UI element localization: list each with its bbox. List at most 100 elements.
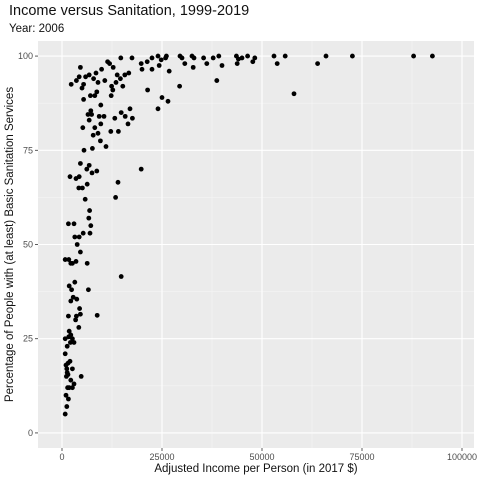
data-point xyxy=(86,117,92,123)
data-point xyxy=(78,373,84,379)
data-point xyxy=(74,242,80,247)
data-point xyxy=(120,83,126,89)
data-point xyxy=(87,208,92,213)
y-tick-label: 50 xyxy=(23,240,33,250)
data-point xyxy=(315,61,320,67)
data-point xyxy=(84,181,90,187)
data-point xyxy=(99,66,104,72)
data-point xyxy=(164,53,169,59)
data-point xyxy=(216,53,222,59)
data-point xyxy=(411,53,416,59)
data-point xyxy=(190,64,196,70)
x-axis-title: Adjusted Income per Person (in 2017 $) xyxy=(154,463,357,475)
chart-subtitle: Year: 2006 xyxy=(9,23,65,35)
data-point xyxy=(72,234,78,240)
data-point xyxy=(74,313,79,319)
data-point xyxy=(76,234,82,240)
data-point xyxy=(70,366,75,372)
data-point xyxy=(94,312,100,318)
data-point xyxy=(68,298,74,304)
data-point xyxy=(86,215,92,221)
data-point xyxy=(118,110,124,116)
data-point xyxy=(78,161,83,166)
data-point xyxy=(113,80,119,85)
data-point xyxy=(66,283,72,289)
data-point xyxy=(138,166,144,172)
data-point xyxy=(65,372,71,377)
data-point xyxy=(252,55,258,61)
data-point xyxy=(126,70,132,76)
data-point xyxy=(81,147,87,153)
data-point xyxy=(210,55,216,61)
data-point xyxy=(115,179,121,185)
data-point xyxy=(78,64,83,70)
data-point xyxy=(94,89,100,95)
data-point xyxy=(76,185,82,191)
data-point xyxy=(89,170,95,176)
data-point xyxy=(219,63,225,68)
data-point xyxy=(156,63,162,68)
data-point xyxy=(274,61,280,67)
data-point xyxy=(66,257,72,262)
data-point xyxy=(291,91,297,97)
data-point xyxy=(71,221,77,227)
data-point xyxy=(70,385,75,391)
data-point xyxy=(125,121,131,127)
data-point xyxy=(89,112,94,117)
data-point xyxy=(68,81,74,87)
data-point xyxy=(144,59,150,65)
data-point xyxy=(130,115,135,121)
data-point xyxy=(76,174,82,180)
x-tick-label: 75000 xyxy=(349,452,374,462)
data-point xyxy=(98,102,104,108)
data-point xyxy=(182,61,188,67)
data-points xyxy=(62,53,435,417)
data-point xyxy=(159,95,165,100)
x-tick-label: 0 xyxy=(59,452,64,462)
data-point xyxy=(68,377,74,383)
data-point xyxy=(79,85,85,91)
data-point xyxy=(93,70,99,76)
data-point xyxy=(86,72,92,78)
data-point xyxy=(81,81,86,87)
y-tick-label: 75 xyxy=(23,145,33,155)
data-point xyxy=(68,340,73,345)
y-axis-title: Percentage of People with (at least) Bas… xyxy=(4,87,16,402)
data-point xyxy=(282,53,288,59)
x-axis: 0 25000 50000 75000 100000 xyxy=(59,448,477,462)
data-point xyxy=(122,113,128,119)
data-point xyxy=(83,74,88,80)
data-point xyxy=(95,80,101,85)
data-point xyxy=(112,115,118,121)
data-point xyxy=(88,93,93,99)
data-point xyxy=(323,53,329,59)
data-point xyxy=(114,72,120,78)
data-point xyxy=(62,351,68,357)
data-point xyxy=(85,112,91,117)
data-point xyxy=(66,221,71,227)
data-point xyxy=(66,396,71,402)
data-point xyxy=(110,64,116,70)
data-point xyxy=(177,83,183,89)
data-point xyxy=(234,53,239,59)
data-point xyxy=(113,194,118,200)
y-tick-label: 100 xyxy=(18,51,33,61)
data-point xyxy=(81,97,86,102)
data-point xyxy=(430,53,435,59)
data-point xyxy=(87,230,93,236)
data-point xyxy=(82,196,88,202)
data-point xyxy=(86,287,91,293)
data-point xyxy=(77,306,82,311)
data-point xyxy=(155,106,161,112)
data-point xyxy=(250,59,256,65)
data-point xyxy=(62,257,68,262)
data-point xyxy=(129,55,135,61)
chart-title: Income versus Sanitation, 1999-2019 xyxy=(9,3,250,19)
x-tick-label: 100000 xyxy=(447,452,477,462)
data-point xyxy=(271,53,277,59)
data-point xyxy=(103,144,109,149)
data-point xyxy=(105,59,110,65)
data-point xyxy=(67,174,73,180)
x-tick-label: 50000 xyxy=(249,452,274,462)
